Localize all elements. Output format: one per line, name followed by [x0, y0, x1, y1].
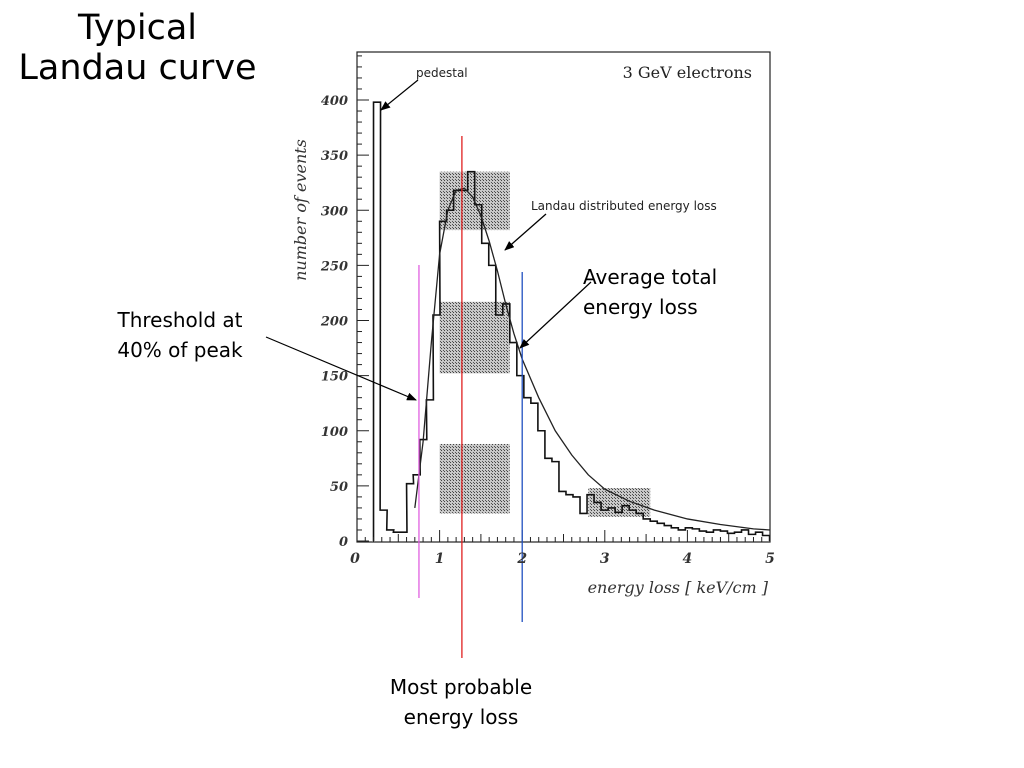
x-tick-label: 4 — [683, 551, 693, 567]
histogram-bar — [454, 190, 461, 541]
threshold-note-line-1: Threshold at — [117, 308, 243, 332]
histogram-bar — [374, 102, 381, 541]
histogram-bar — [380, 510, 387, 541]
histogram-bar — [510, 343, 517, 541]
x-tick-label: 3 — [600, 551, 610, 567]
histogram-bar — [468, 172, 475, 541]
y-tick-label: 150 — [321, 370, 348, 385]
histogram-bar — [559, 491, 566, 541]
histogram-bar — [643, 519, 650, 541]
mpv-note-line-2: energy loss — [403, 705, 519, 729]
y-tick-label: 400 — [321, 94, 348, 109]
histogram-bar — [720, 531, 727, 541]
histogram-bar — [440, 221, 447, 541]
histogram-outline — [372, 101, 771, 541]
x-tick-label: 1 — [435, 551, 445, 567]
shaded-band-1 — [439, 443, 510, 514]
threshold-note: Threshold at 40% of peak — [92, 305, 268, 365]
pedestal-arrow — [380, 79, 419, 111]
histogram-series — [372, 101, 771, 541]
landau-curve-line — [414, 187, 771, 531]
average-note: Average total energy loss — [583, 262, 763, 322]
histogram-bar — [749, 534, 756, 541]
annotation-arrows — [265, 79, 592, 401]
shaded-band-2 — [439, 301, 510, 374]
y-tick-label: 300 — [321, 204, 348, 219]
histogram-bar — [475, 205, 482, 541]
histogram-bar — [400, 532, 407, 541]
histogram-bar — [573, 497, 580, 541]
landau-label: Landau distributed energy loss — [531, 199, 717, 213]
histogram-bar — [685, 528, 692, 541]
average-arrow — [519, 281, 592, 349]
histogram-bar — [393, 532, 400, 541]
histogram-bar — [734, 532, 741, 541]
x-tick-label: 2 — [516, 551, 527, 567]
threshold-arrow — [265, 336, 417, 401]
slide-title-line-2: Landau curve — [18, 48, 257, 88]
histogram-bar — [580, 513, 587, 541]
x-tick-label: 0 — [350, 551, 360, 567]
histogram-bar — [699, 531, 706, 541]
histogram-bar — [671, 528, 678, 541]
x-tick-label: 5 — [765, 551, 775, 567]
histogram-bar — [657, 523, 664, 541]
landau-curve-series — [414, 187, 771, 531]
histogram-bar — [545, 458, 552, 541]
chart-title: 3 GeV electrons — [623, 63, 752, 82]
mpv-note-line-1: Most probable — [389, 675, 533, 699]
y-tick-label: 250 — [320, 259, 348, 274]
histogram-bar — [447, 210, 454, 541]
slide-title: Typical Landau curve — [10, 8, 265, 88]
average-note-line-1: Average total — [583, 265, 718, 289]
y-tick-label: 200 — [320, 315, 348, 330]
histogram-bar — [566, 495, 573, 541]
slide-title-line-1: Typical — [78, 8, 197, 48]
threshold-note-line-2: 40% of peak — [117, 338, 243, 362]
x-axis-label: energy loss [ keV/cm ] — [588, 578, 769, 597]
y-tick-label: 350 — [321, 149, 348, 164]
y-axis-label: number of events — [291, 139, 310, 281]
histogram-bar — [489, 265, 496, 541]
histogram-bar — [587, 495, 594, 541]
histogram-bar — [594, 502, 601, 541]
histogram-bar — [524, 398, 531, 541]
y-tick-label: 50 — [330, 480, 348, 495]
mpv-note: Most probable energy loss — [356, 672, 566, 732]
landau-arrow — [504, 213, 547, 251]
histogram-bar — [622, 506, 629, 541]
histogram-bar — [664, 526, 671, 541]
histogram-bar — [482, 243, 489, 541]
pedestal-label: pedestal — [416, 66, 468, 80]
average-note-line-2: energy loss — [583, 295, 698, 319]
histogram-bar — [538, 431, 545, 541]
y-tick-label: 100 — [321, 425, 348, 440]
histogram-bar — [496, 315, 503, 541]
histogram-bar — [629, 510, 636, 541]
marker-lines — [418, 136, 523, 658]
histogram-bar — [407, 484, 414, 541]
histogram-bar — [615, 512, 622, 541]
histogram-bar — [552, 462, 559, 541]
histogram-bar — [713, 530, 720, 541]
histogram-bar — [531, 403, 538, 541]
histogram-bar — [608, 508, 615, 541]
histogram-bar — [636, 513, 643, 541]
histogram-bar — [433, 315, 440, 541]
histogram-bar — [650, 521, 657, 541]
histogram-bar — [426, 400, 433, 541]
histogram-bar — [503, 304, 510, 541]
y-tick-label: 0 — [339, 535, 348, 550]
histogram-bar — [763, 535, 770, 541]
